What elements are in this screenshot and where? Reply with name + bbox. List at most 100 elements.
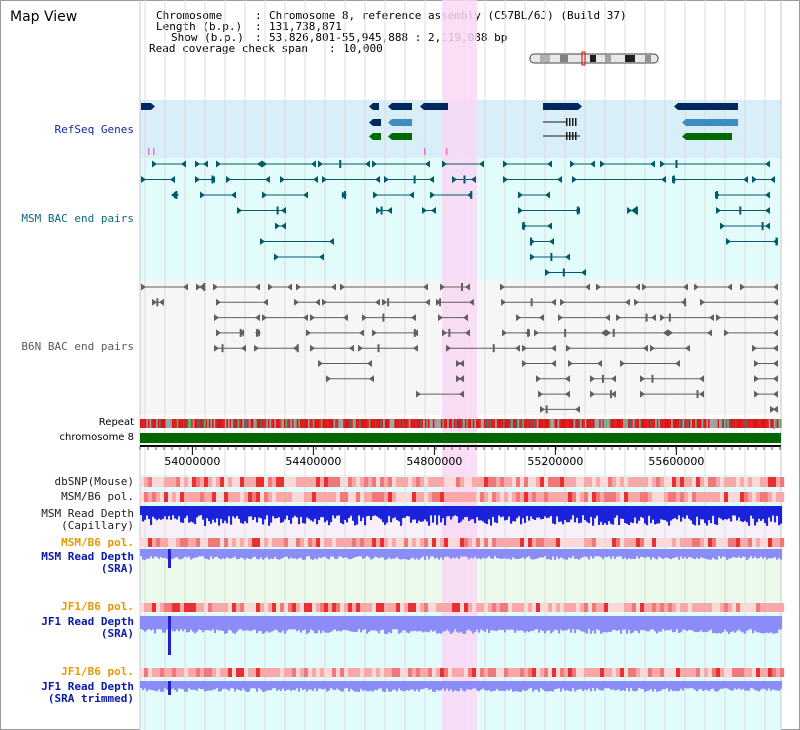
polymorphism-cell <box>604 668 609 677</box>
repeat-element <box>341 419 344 428</box>
polymorphism-cell <box>440 538 445 547</box>
read-depth-bar <box>686 681 689 689</box>
repeat-element <box>624 419 627 428</box>
read-depth-tracks[interactable] <box>140 506 783 695</box>
read-depth-bar <box>392 506 395 519</box>
polymorphism-cell <box>428 668 433 677</box>
read-depth-bar <box>636 506 639 524</box>
track-label-msm-depth-capillary[interactable]: MSM Read Depth (Capillary) <box>41 508 134 532</box>
polymorphism-cell <box>332 538 337 547</box>
polymorphism-cell <box>428 538 433 547</box>
polymorphism-cell <box>668 538 673 547</box>
polymorphism-cell <box>156 477 161 487</box>
polymorphism-cell <box>472 492 477 502</box>
polymorphism-cell <box>508 477 513 487</box>
track-label-msm-bac[interactable]: MSM BAC end pairs <box>21 212 134 225</box>
refseq-genes-track[interactable] <box>141 103 738 155</box>
read-depth-bar <box>212 616 215 630</box>
read-depth-bar <box>212 549 215 560</box>
repeat-track[interactable] <box>140 419 782 428</box>
read-depth-bar <box>518 549 521 559</box>
read-depth-bar <box>544 681 547 691</box>
polymorphism-cell <box>780 477 785 487</box>
bac-end-marker <box>773 314 778 322</box>
read-depth-bar <box>482 616 485 631</box>
read-depth-bar <box>162 616 165 633</box>
polymorphism-cell <box>572 668 577 677</box>
read-depth-bar <box>408 616 411 634</box>
polymorphism-cell <box>284 477 289 487</box>
polymorphism-heat-tracks[interactable] <box>140 477 785 677</box>
read-depth-bar <box>312 549 315 560</box>
repeat-element <box>319 419 321 428</box>
repeat-element <box>618 419 621 428</box>
read-depth-bar <box>546 616 549 631</box>
polymorphism-cell <box>420 603 425 612</box>
repeat-element <box>575 419 577 428</box>
polymorphism-cell <box>576 538 581 547</box>
read-depth-bar <box>364 616 367 630</box>
chromosome-bar[interactable] <box>140 433 781 443</box>
track-label-dbsnp[interactable]: dbSNP(Mouse) <box>54 475 134 488</box>
track-label-refseq[interactable]: RefSeq Genes <box>54 123 134 136</box>
polymorphism-cell <box>212 538 217 547</box>
repeat-element <box>679 419 681 428</box>
read-depth-bar <box>314 549 317 559</box>
polymorphism-cell <box>288 668 293 677</box>
repeat-element <box>210 419 213 428</box>
b6n-bac-track[interactable] <box>141 283 778 429</box>
read-depth-bar <box>218 549 221 559</box>
read-depth-bar <box>556 681 559 689</box>
track-label-msm-b6-pol-2[interactable]: MSM/B6 pol. <box>61 536 134 549</box>
read-depth-bar <box>142 506 145 522</box>
read-depth-bar <box>374 506 377 516</box>
track-label-jf1-pol-1[interactable]: JF1/B6 pol. <box>61 600 134 613</box>
track-label-repeat[interactable]: Repeat <box>98 417 134 428</box>
read-depth-bar <box>628 506 631 526</box>
polymorphism-cell <box>628 668 633 677</box>
read-depth-bar <box>404 549 407 560</box>
read-depth-bar <box>384 549 387 560</box>
track-label-jf1-depth-trimmed[interactable]: JF1 Read Depth (SRA trimmed) <box>41 681 134 705</box>
polymorphism-cell <box>732 492 737 502</box>
track-label-msm-b6-pol-1[interactable]: MSM/B6 pol. <box>61 490 134 503</box>
track-label-jf1-depth-sra[interactable]: JF1 Read Depth (SRA) <box>41 616 134 640</box>
read-depth-bar <box>260 549 263 558</box>
track-label-msm-depth-sra[interactable]: MSM Read Depth (SRA) <box>41 551 134 575</box>
polymorphism-cell <box>296 538 301 547</box>
repeat-element <box>560 419 563 428</box>
read-depth-bar <box>226 616 229 634</box>
read-depth-bar <box>568 616 571 630</box>
repeat-element <box>268 419 270 428</box>
read-depth-bar <box>252 616 255 630</box>
strand-arrow <box>578 103 582 110</box>
polymorphism-cell <box>560 538 565 547</box>
repeat-element <box>509 419 512 428</box>
polymorphism-cell <box>480 603 485 612</box>
read-depth-bar <box>486 549 489 558</box>
colon: : <box>255 20 269 33</box>
read-depth-bar <box>654 681 657 690</box>
bac-end-marker <box>716 314 721 322</box>
repeat-element <box>314 419 317 428</box>
repeat-element <box>172 419 174 428</box>
read-depth-bar <box>260 616 263 631</box>
track-label-chromosome[interactable]: chromosome 8 <box>59 432 134 443</box>
bac-end-tick <box>635 206 638 215</box>
read-depth-bar <box>500 616 503 630</box>
track-label-b6n-bac[interactable]: B6N BAC end pairs <box>21 340 134 353</box>
repeat-element <box>564 419 566 428</box>
polymorphism-cell <box>236 603 241 612</box>
repeat-element <box>661 419 664 428</box>
chromosome-ideogram[interactable] <box>529 51 659 66</box>
msm-bac-track[interactable] <box>141 160 778 277</box>
polymorphism-cell <box>560 668 565 677</box>
polymorphism-cell <box>376 492 381 502</box>
repeat-element <box>456 419 459 428</box>
read-depth-bar <box>746 549 749 560</box>
read-depth-bar <box>684 549 687 557</box>
track-label-jf1-pol-2[interactable]: JF1/B6 pol. <box>61 665 134 678</box>
bac-end-marker <box>720 222 725 230</box>
polymorphism-cell <box>196 477 201 487</box>
